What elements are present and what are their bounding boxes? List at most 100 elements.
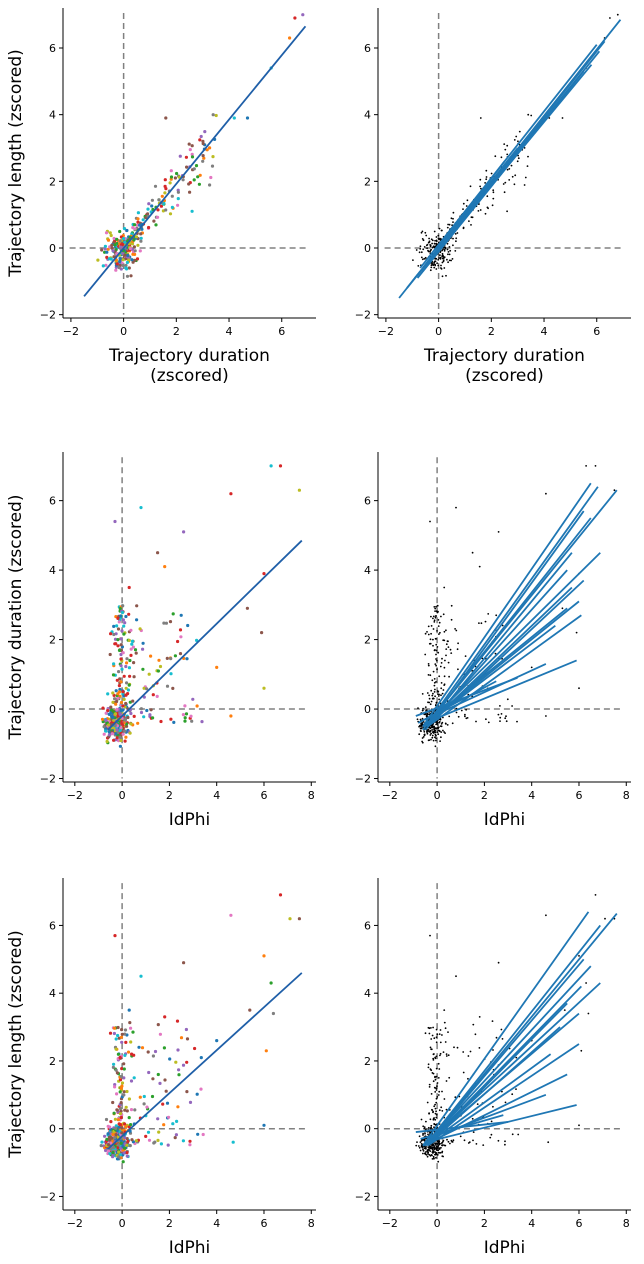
data-point [445, 1055, 448, 1057]
data-point [100, 717, 105, 721]
data-point [426, 247, 428, 250]
data-point [435, 1055, 438, 1058]
data-point [127, 638, 131, 643]
data-point [457, 668, 459, 671]
data-point [125, 1089, 129, 1094]
y-tick-label: 0 [364, 703, 371, 716]
data-point [456, 648, 459, 651]
data-point [104, 1117, 109, 1122]
data-point [424, 1032, 427, 1035]
individual-fit-line [422, 486, 599, 731]
data-point [430, 689, 433, 692]
data-point [108, 1151, 112, 1155]
data-point [138, 249, 142, 253]
data-point [445, 1080, 448, 1082]
data-point [435, 1067, 438, 1070]
data-point [199, 134, 203, 139]
data-point [421, 740, 423, 743]
data-point [428, 1032, 431, 1035]
data-point [147, 1138, 152, 1142]
data-point [124, 664, 128, 669]
individual-fit-line [429, 1002, 568, 1143]
data-point [114, 1068, 118, 1072]
y-tick-label: −2 [40, 1190, 56, 1203]
data-point [133, 258, 137, 262]
data-point [105, 255, 109, 259]
data-point [181, 178, 185, 182]
data-point [433, 619, 436, 622]
data-point [415, 249, 418, 251]
data-point [157, 658, 161, 662]
data-point [429, 1147, 431, 1150]
data-point [172, 720, 176, 725]
data-point [163, 178, 167, 182]
data-point [435, 239, 438, 242]
data-point [156, 551, 160, 555]
data-point [513, 183, 516, 186]
data-point [497, 531, 500, 533]
data-point [438, 730, 441, 733]
data-point [125, 1137, 129, 1141]
data-point [118, 1107, 123, 1111]
data-point [115, 624, 119, 628]
data-point [428, 1086, 431, 1088]
data-point [122, 632, 126, 636]
data-point [129, 711, 133, 716]
data-point [518, 130, 521, 133]
data-point [426, 712, 429, 715]
data-point [450, 604, 453, 607]
data-point [604, 917, 606, 920]
data-point [174, 1133, 178, 1137]
data-point [103, 1134, 107, 1138]
individual-fit-line [424, 985, 582, 1147]
x-tick-label: 0 [120, 325, 127, 338]
data-point [190, 152, 194, 156]
data-point [467, 1077, 469, 1080]
data-point [480, 622, 483, 625]
data-point [432, 1053, 435, 1056]
data-point [427, 249, 429, 252]
data-point [426, 732, 429, 735]
data-point [445, 648, 448, 650]
data-point [123, 1032, 127, 1036]
data-point [127, 612, 131, 616]
data-point [464, 655, 467, 657]
data-point [120, 1084, 124, 1088]
data-point [132, 1076, 136, 1080]
data-point [183, 716, 187, 720]
data-point [119, 1138, 123, 1143]
y-tick-label: 6 [49, 42, 56, 55]
data-point [111, 249, 115, 253]
y-tick-label: 0 [49, 703, 56, 716]
data-point [420, 231, 423, 234]
data-point [128, 658, 132, 663]
data-point [515, 1056, 518, 1059]
data-point [114, 1133, 118, 1137]
data-point [125, 1154, 129, 1158]
data-point [118, 728, 122, 733]
data-point [106, 247, 110, 251]
data-point [111, 1065, 115, 1069]
data-point [446, 724, 449, 726]
data-point [547, 1141, 550, 1144]
data-point [450, 217, 453, 220]
y-tick-label: 2 [364, 1055, 371, 1068]
x-tick-label: −2 [63, 325, 79, 338]
data-point [445, 654, 447, 657]
data-point [117, 648, 122, 653]
data-point [523, 147, 526, 149]
data-point [165, 656, 169, 661]
y-tick-label: 0 [49, 1123, 56, 1136]
data-point [117, 1155, 121, 1159]
y-tick-label: 0 [364, 242, 371, 255]
data-point [433, 621, 436, 623]
y-tick-label: −2 [40, 773, 56, 786]
data-point [438, 621, 441, 624]
data-point [500, 156, 503, 159]
data-point [457, 715, 460, 718]
data-point [492, 197, 495, 200]
data-point [432, 731, 434, 734]
data-point [445, 274, 447, 277]
data-point [439, 665, 442, 668]
data-point [149, 708, 153, 712]
